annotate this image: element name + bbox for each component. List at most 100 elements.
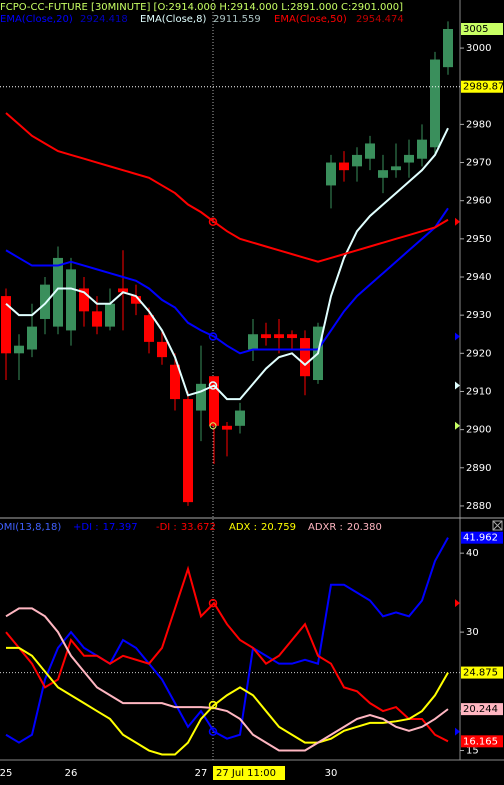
candle-body xyxy=(352,154,362,167)
y-tick-label: 2920 xyxy=(466,348,491,359)
legend-value: 2954.474 xyxy=(356,14,404,25)
y-tick-label: 2940 xyxy=(466,272,491,283)
indicator-line xyxy=(5,565,449,743)
y-tick-label: 2900 xyxy=(466,425,491,436)
candle-body xyxy=(326,162,336,186)
crosshair-marker xyxy=(455,381,460,390)
indicator-line xyxy=(5,127,449,401)
y-tick-label: 2960 xyxy=(466,196,491,207)
legend-value: 20.759 xyxy=(261,522,296,533)
legend-value: 2924.418 xyxy=(80,14,128,25)
candle-body xyxy=(339,162,349,171)
candle-body xyxy=(105,303,115,327)
legend-name: EMA(Close,20) xyxy=(0,14,73,25)
candle-body xyxy=(365,143,375,159)
candle-body xyxy=(170,364,180,400)
value-box xyxy=(461,666,503,679)
crosshair-date-box xyxy=(213,766,285,780)
y-tick-label: 2910 xyxy=(466,386,491,397)
y-tick-label: 2970 xyxy=(466,158,491,169)
crosshair-point xyxy=(208,332,218,341)
value-box xyxy=(461,531,503,544)
x-tick-label: 27 xyxy=(195,768,208,779)
candle-body xyxy=(1,296,11,354)
candle-body xyxy=(261,334,271,339)
crosshair-point xyxy=(208,381,218,390)
indicator-line xyxy=(5,112,449,263)
value-box-label: 16.165 xyxy=(463,736,498,747)
candle-body xyxy=(79,288,89,312)
candle-body xyxy=(40,284,50,319)
crosshair-point xyxy=(208,727,218,736)
candle-body xyxy=(378,170,388,178)
value-box xyxy=(461,80,503,93)
x-tick-label: 30 xyxy=(325,768,338,779)
x-tick-label: 26 xyxy=(65,768,78,779)
panel-close-icon[interactable] xyxy=(492,520,503,531)
legend-name: EMA(Close,50) xyxy=(274,14,347,25)
candle-body xyxy=(157,341,167,358)
y-tick-label: 2880 xyxy=(466,501,491,512)
legend-name: +DI : xyxy=(73,522,99,533)
candle-body xyxy=(92,311,102,327)
candle-body xyxy=(66,269,76,331)
crosshair-marker xyxy=(455,217,460,226)
candle-body xyxy=(430,59,440,148)
x-tick-label: 25 xyxy=(0,768,12,779)
indicator-line xyxy=(6,646,449,756)
candle-body xyxy=(53,257,63,327)
candle-body xyxy=(183,399,193,503)
legend-name: EMA(Close,8) xyxy=(140,14,206,25)
legend-name: -DI : xyxy=(156,522,177,533)
value-box xyxy=(461,703,503,716)
value-box-label: 3005 xyxy=(463,24,488,35)
crosshair-point xyxy=(208,598,218,608)
candle-body xyxy=(300,338,310,377)
value-box-label: 20.244 xyxy=(463,704,498,715)
indicator-line xyxy=(5,537,449,744)
candle-body xyxy=(196,383,206,411)
candle-body xyxy=(443,28,453,68)
y-tick-label: 15 xyxy=(466,746,479,757)
chart-title: FCPO-CC-FUTURE [30MINUTE] [O:2914.000 H:… xyxy=(0,2,403,13)
value-box xyxy=(461,735,503,748)
crosshair-marker xyxy=(455,599,460,608)
panel-close-icon[interactable] xyxy=(492,520,503,531)
legend-name: ADXR : xyxy=(308,522,343,533)
y-tick-label: 2980 xyxy=(466,119,491,130)
legend-name: ADX : xyxy=(229,522,257,533)
y-tick-label: 40 xyxy=(466,548,479,559)
legend-value: 20.380 xyxy=(347,522,382,533)
legend-value: 17.397 xyxy=(103,522,138,533)
value-box-label: 24.875 xyxy=(463,668,498,679)
candle-body xyxy=(248,334,258,350)
y-tick-label: 2950 xyxy=(466,234,491,245)
candle-body xyxy=(209,376,219,426)
indicator-line xyxy=(5,207,449,355)
crosshair-point xyxy=(208,217,218,227)
crosshair-date: 27 Jul 11:00 xyxy=(216,768,276,779)
candle-body xyxy=(404,154,414,163)
candle-body xyxy=(274,334,284,339)
candle-body xyxy=(222,425,232,430)
candle-body xyxy=(131,296,141,304)
value-box-label: 2989.87 xyxy=(463,82,504,93)
value-box xyxy=(461,22,503,35)
indicator-line xyxy=(5,607,449,752)
legend-value: 33.672 xyxy=(181,522,216,533)
value-box-label: 41.962 xyxy=(463,533,498,544)
crosshair-point xyxy=(208,700,218,710)
candle-body xyxy=(27,326,37,350)
candle-body xyxy=(144,315,154,342)
candle-body xyxy=(417,139,427,159)
y-tick-label: 3000 xyxy=(466,43,491,54)
candle-body xyxy=(235,410,245,426)
candle-body xyxy=(118,288,128,293)
crosshair-marker xyxy=(455,421,460,430)
y-tick-label: 2890 xyxy=(466,463,491,474)
crosshair-marker xyxy=(455,332,460,341)
y-tick-label: 30 xyxy=(466,627,479,638)
candle-body xyxy=(391,166,401,171)
